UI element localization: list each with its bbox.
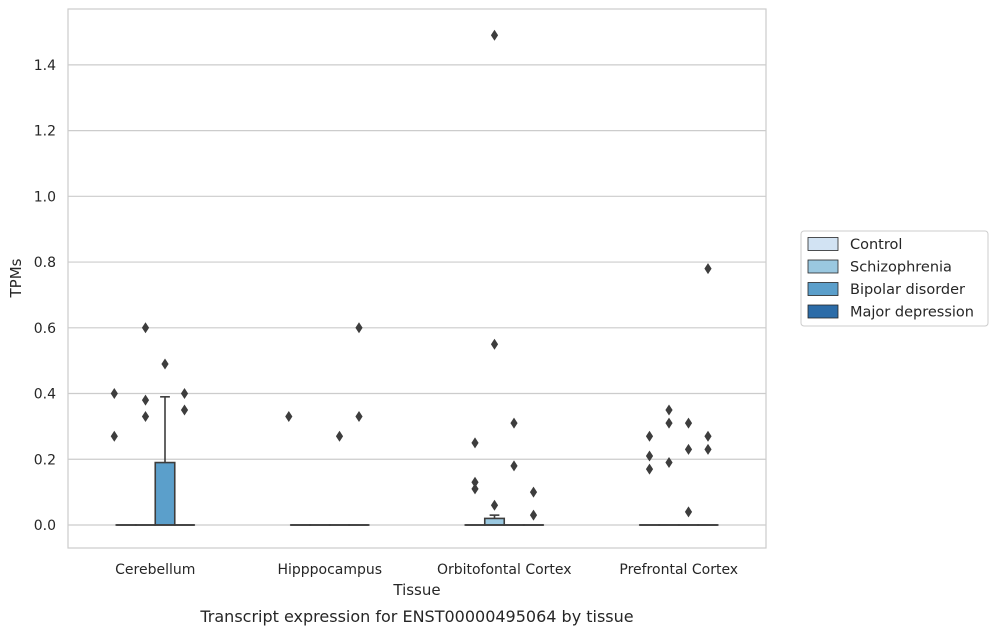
- outlier-point: [510, 417, 518, 429]
- outlier-point: [471, 483, 479, 495]
- y-tick-label: 1.2: [34, 124, 56, 140]
- outlier-point: [471, 437, 479, 449]
- outlier-point: [529, 486, 538, 498]
- x-tick-label: Orbitofontal Cortex: [437, 562, 572, 578]
- legend-label: Control: [850, 237, 902, 253]
- outlier-point: [285, 411, 293, 423]
- box-series: [115, 396, 719, 526]
- outlier-point: [110, 430, 118, 442]
- outlier-point: [684, 417, 693, 429]
- outlier-point: [645, 430, 654, 442]
- legend-frame: [800, 230, 989, 327]
- outlier-point: [490, 499, 499, 511]
- outlier-point: [704, 443, 712, 455]
- chart-caption: Transcript expression for ENST0000049506…: [199, 607, 633, 626]
- legend-label: Schizophrenia: [850, 260, 952, 276]
- outlier-point: [665, 404, 673, 416]
- y-tick-label: 0.4: [34, 387, 56, 403]
- outlier-point: [110, 388, 118, 400]
- legend: Control Schizophrenia Bipolar disorder Majo…: [800, 230, 989, 327]
- outlier-point: [141, 394, 150, 406]
- legend-label: Major depression: [850, 305, 974, 321]
- x-axis-title: Tissue: [392, 581, 440, 599]
- outlier-point: [665, 457, 673, 469]
- outlier-point: [665, 417, 673, 429]
- outlier-point: [180, 388, 189, 400]
- y-axis-ticks: 0.0 0.2 0.4 0.6 0.8 1.0 1.2 1.4: [34, 58, 56, 534]
- outlier-point: [355, 322, 363, 334]
- outlier-point: [704, 263, 712, 275]
- outlier-point: [490, 338, 499, 350]
- x-tick-label: Hipppocampus: [277, 562, 382, 578]
- outlier-point: [529, 509, 538, 521]
- y-axis-title: TPMs: [7, 258, 25, 298]
- y-tick-label: 0.2: [34, 452, 56, 468]
- x-tick-label: Cerebellum: [115, 562, 195, 578]
- outlier-point: [355, 411, 363, 423]
- outlier-point: [510, 460, 518, 472]
- y-tick-label: 0.8: [34, 255, 56, 271]
- outlier-point: [645, 463, 654, 475]
- box: [483, 517, 506, 526]
- outlier-point: [161, 358, 169, 370]
- legend-swatch: [807, 304, 839, 319]
- legend-swatch: [807, 237, 839, 251]
- outlier-point: [684, 506, 693, 518]
- y-tick-label: 1.4: [34, 58, 56, 74]
- y-tick-label: 0.6: [34, 321, 56, 337]
- outlier-point: [684, 443, 693, 455]
- legend-label: Bipolar disorder: [850, 282, 965, 298]
- legend-swatch: [807, 259, 839, 274]
- outlier-point: [141, 411, 150, 423]
- x-tick-label: Prefrontal Cortex: [619, 562, 738, 578]
- outlier-point: [704, 430, 712, 442]
- plot-area: [67, 8, 767, 549]
- legend-swatch: [807, 282, 839, 296]
- x-axis-ticks: Cerebellum Hipppocampus Orbitofontal Corte…: [115, 562, 738, 578]
- box: [154, 461, 176, 526]
- outlier-point: [490, 29, 499, 41]
- gridlines: [68, 64, 766, 526]
- outlier-point: [471, 476, 479, 488]
- outlier-point: [180, 404, 189, 416]
- outlier-point: [645, 450, 654, 462]
- outlier-point: [141, 322, 150, 334]
- outlier-points: [110, 29, 712, 521]
- y-tick-label: 0.0: [34, 518, 56, 534]
- y-tick-label: 1.0: [34, 189, 56, 205]
- outlier-point: [335, 430, 344, 442]
